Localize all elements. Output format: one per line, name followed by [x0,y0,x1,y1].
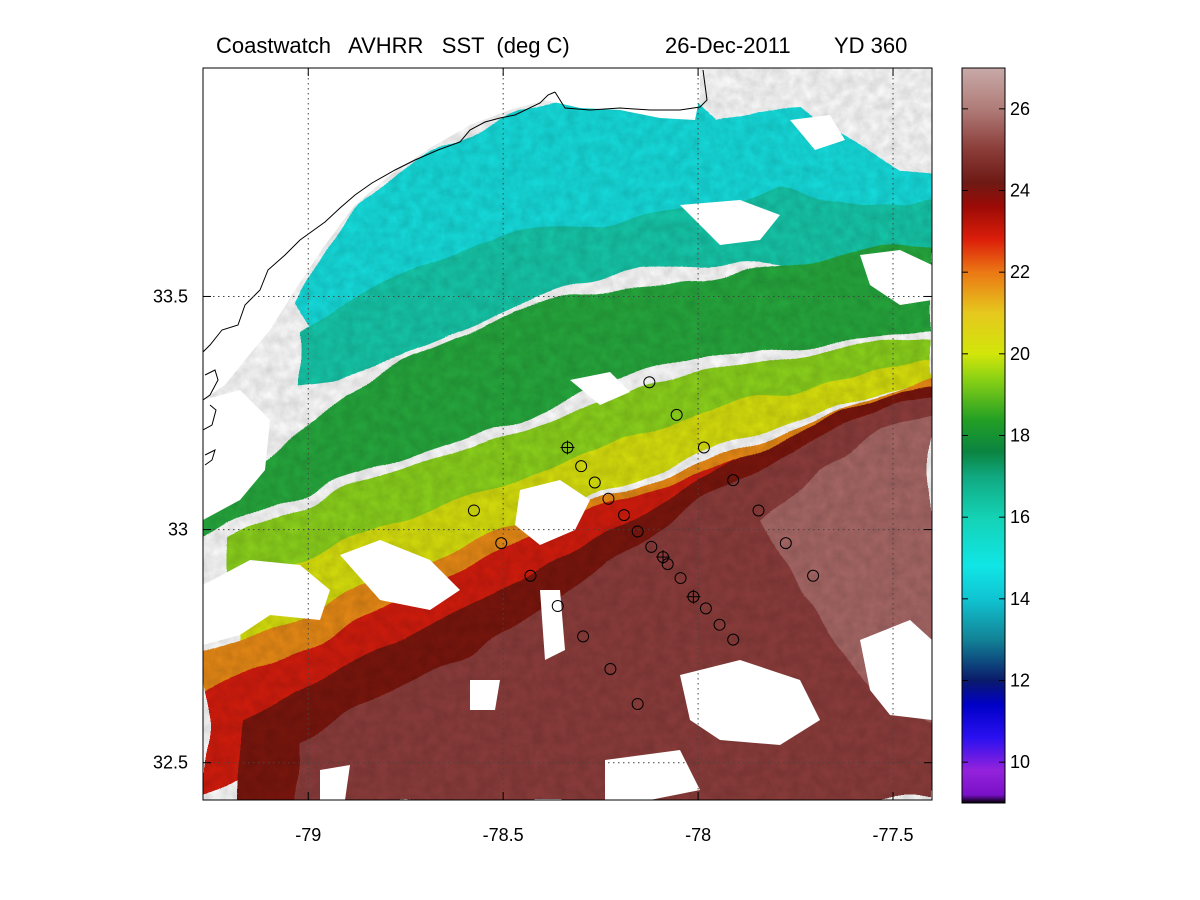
station-marker [727,633,740,646]
colorbar-labels: 10 12 14 16 18 20 22 24 26 [1010,99,1030,772]
station-circle [674,572,687,585]
station-marker [661,558,674,571]
y-tick-label: 33.5 [153,286,188,306]
station-circle [670,408,683,421]
map-title-product: Coastwatch AVHRR SST (deg C) [216,33,570,58]
station-marker [779,537,792,550]
colorbar-tick-label: 22 [1010,262,1030,282]
station-marker [577,630,590,643]
station-marker [752,504,765,517]
station-circle [495,537,508,550]
station-marker [645,540,658,553]
colorbar-tick-label: 16 [1010,507,1030,527]
colorbar-ramp [962,68,1005,803]
station-marker [604,662,617,675]
station-marker [495,537,508,550]
colorbar: 10 12 14 16 18 20 22 24 26 [961,67,1030,804]
colorbar-tick-label: 24 [1010,181,1030,201]
station-marker-cross [686,589,701,604]
colorbar-tick-label: 20 [1010,344,1030,364]
station-circle [631,525,644,538]
y-tick-label: 32.5 [153,753,188,773]
colorbar-tick-label: 12 [1010,671,1030,691]
map-title-yearday: YD 360 [834,33,907,58]
x-tick-label: -78.5 [483,825,524,845]
station-circle [618,509,631,522]
station-circle [551,600,564,613]
station-marker-cross [560,440,575,455]
colorbar-tick-label: 26 [1010,99,1030,119]
station-circle [713,618,726,631]
station-marker [631,525,644,538]
station-circle [604,662,617,675]
colorbar-tick-label: 14 [1010,589,1030,609]
coastline [203,69,708,466]
station-marker [670,408,683,421]
map-axis-labels: -79 -78.5 -78 -77.5 33.5 33 32.5 [153,286,914,845]
colorbar-ticks [962,108,1005,763]
x-tick-label: -77.5 [873,825,914,845]
colorbar-tick-label: 10 [1010,752,1030,772]
map-axis-ticks [203,68,932,800]
cloud-mask [203,115,932,800]
colorbar-tick-label: 18 [1010,426,1030,446]
station-marker [699,602,712,615]
station-marker [524,569,537,582]
station-circle [588,476,601,489]
sst-map-panel [203,68,932,800]
station-marker [588,476,601,489]
station-circle [575,460,588,473]
station-circle [699,602,712,615]
station-circle [807,569,820,582]
map-frame [202,67,933,801]
station-marker [551,600,564,613]
station-marker [727,474,740,487]
station-markers [467,376,820,710]
station-marker [697,441,710,454]
map-title-date: 26-Dec-2011 [665,33,791,58]
station-circle [577,630,590,643]
station-circle [602,492,615,505]
station-marker [602,492,615,505]
station-circle [645,540,658,553]
x-tick-label: -78 [685,825,711,845]
station-marker [467,504,480,517]
station-circle [467,504,480,517]
station-circle [661,558,674,571]
land-mass [203,68,700,400]
map-grid [203,68,932,800]
station-marker [713,618,726,631]
station-marker [807,569,820,582]
station-circle [727,474,740,487]
station-marker [618,509,631,522]
station-marker [631,697,644,710]
station-circle [697,441,710,454]
station-circle [779,537,792,550]
station-circle [752,504,765,517]
station-circle [524,569,537,582]
x-tick-label: -79 [295,825,321,845]
station-marker [643,376,656,389]
station-circle [643,376,656,389]
y-tick-label: 33 [168,520,188,540]
station-circle [631,697,644,710]
station-marker [575,460,588,473]
station-marker [674,572,687,585]
station-circle [727,633,740,646]
